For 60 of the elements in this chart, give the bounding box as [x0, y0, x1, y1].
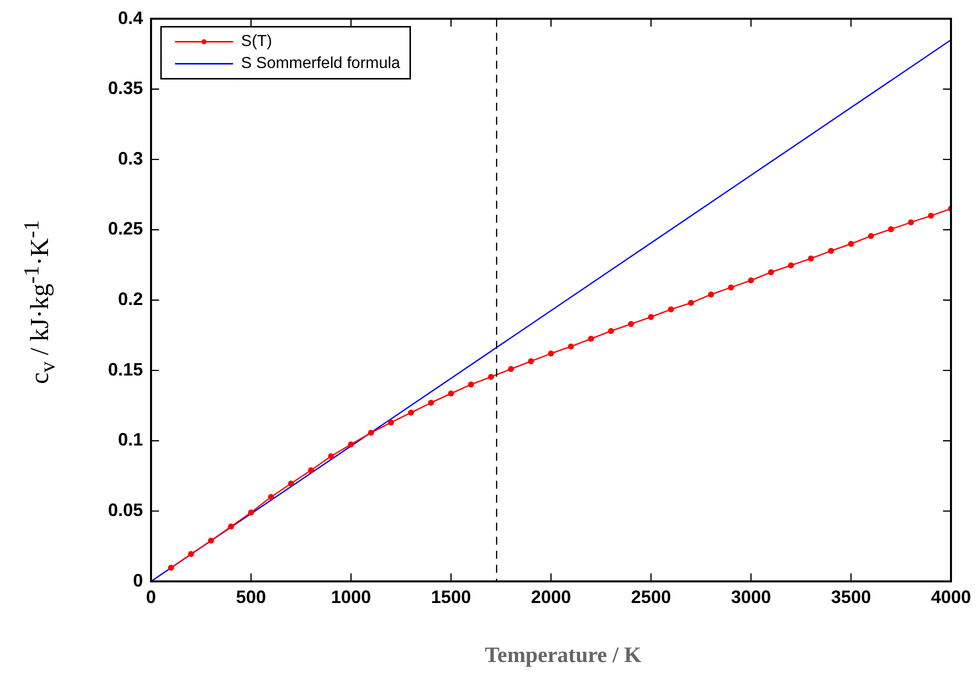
point — [588, 336, 594, 342]
x-tick-label: 2500 — [630, 587, 672, 608]
legend-label: S Sommerfeld formula — [241, 55, 400, 72]
x-axis-title: Temperature / K — [484, 642, 642, 668]
x-tick-label: 3000 — [730, 587, 772, 608]
point — [648, 314, 654, 320]
point — [708, 291, 714, 298]
point — [748, 277, 754, 284]
point — [308, 467, 314, 474]
x-tick-label: 500 — [236, 587, 266, 608]
point — [888, 226, 894, 232]
point — [628, 321, 634, 328]
x-tick-label: 4000 — [930, 587, 971, 608]
point — [448, 390, 454, 396]
point — [188, 550, 194, 557]
point — [728, 284, 734, 290]
point — [808, 255, 814, 262]
legend-label: S(T) — [241, 33, 272, 50]
point — [208, 538, 214, 544]
point — [488, 374, 494, 380]
x-tick-label: 1500 — [430, 587, 472, 608]
y-tick-label: 0.15 — [108, 359, 144, 380]
point — [248, 509, 254, 516]
y-tick-label: 0.4 — [118, 8, 144, 28]
point — [468, 381, 474, 388]
point — [228, 524, 234, 530]
point — [848, 240, 854, 247]
x-tick-label: 3500 — [830, 587, 872, 608]
point — [508, 366, 514, 372]
y-tick-label: 0.05 — [108, 500, 144, 520]
point — [868, 232, 874, 239]
point — [368, 430, 374, 436]
point — [788, 262, 794, 268]
point — [928, 212, 934, 219]
x-tick-label: 1000 — [330, 587, 372, 608]
point — [668, 306, 674, 312]
point — [908, 219, 914, 226]
point — [348, 441, 354, 448]
point — [288, 480, 294, 487]
point — [688, 300, 694, 306]
y-tick-label: 0.2 — [118, 289, 144, 310]
point — [268, 494, 274, 500]
point — [408, 410, 414, 416]
point — [768, 269, 774, 276]
y-tick-label: 0.35 — [108, 78, 144, 98]
point — [568, 344, 574, 350]
point — [428, 400, 434, 406]
point — [328, 453, 334, 460]
point — [168, 564, 174, 571]
point — [528, 358, 534, 364]
point — [548, 350, 554, 357]
x-tick-label: 2000 — [530, 587, 572, 608]
y-tick-label: 0.25 — [108, 218, 144, 239]
point — [388, 419, 394, 426]
x-tick-label: 0 — [146, 587, 156, 608]
point — [608, 328, 614, 334]
y-tick-label: 0.1 — [118, 430, 144, 450]
point — [828, 248, 834, 254]
y-tick-label: 0 — [133, 570, 144, 590]
y-tick-label: 0.3 — [118, 148, 144, 168]
